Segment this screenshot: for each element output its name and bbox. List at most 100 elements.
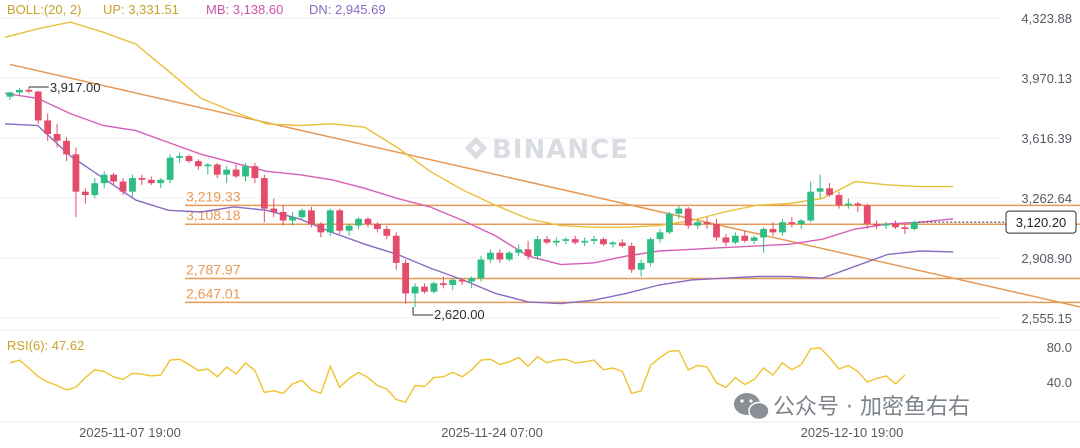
candle (844, 198, 852, 209)
x-tick-label: 2025-12-10 19:00 (801, 425, 904, 440)
candle (72, 147, 80, 218)
y-tick-label: 2,555.15 (1021, 311, 1072, 326)
candle-body (816, 188, 824, 192)
candle (779, 218, 786, 236)
candle-body (129, 178, 136, 192)
candle-body (289, 217, 296, 221)
candle (110, 173, 118, 185)
candle (63, 137, 70, 162)
candle (411, 283, 419, 308)
wechat-watermark: 公众号 · 加密鱼右右 (734, 393, 970, 421)
current-price-tag: 3,120.20 (1005, 210, 1077, 234)
candle-body (402, 262, 410, 294)
candle-body (270, 208, 278, 213)
candle-body (373, 223, 381, 229)
candle (628, 242, 636, 274)
candle-body (242, 166, 249, 177)
candle (609, 240, 617, 248)
candle-body (34, 91, 42, 121)
candle-body (468, 278, 475, 282)
candle-body (336, 210, 344, 231)
x-tick-label: 2025-11-24 07:00 (441, 425, 543, 440)
candle (910, 220, 918, 231)
candle-body (91, 183, 99, 196)
candle-body (741, 235, 749, 241)
candle-body (345, 225, 353, 231)
trend-line (9, 63, 1080, 308)
candle (637, 259, 645, 277)
candle-body (534, 239, 541, 257)
candle (788, 217, 796, 228)
support-resistance-levels: 3,219.33 3,108.18 2,787.97 2,647.01 (185, 188, 1080, 304)
level-label: 2,647.01 (186, 285, 241, 301)
wechat-account-name: 公众号 · 加密鱼右右 (773, 395, 970, 420)
candle (251, 162, 259, 184)
candle-body (835, 195, 843, 206)
candle-body (637, 262, 645, 270)
candle (666, 212, 673, 235)
candle-body (383, 228, 391, 236)
candle-body (63, 140, 70, 155)
binance-logo-icon (464, 136, 488, 160)
rsi-tick-label: 40.0 (1047, 375, 1072, 390)
candle-body (524, 249, 532, 257)
candle-body (326, 210, 334, 233)
candle-body (16, 89, 23, 93)
candle (373, 222, 381, 233)
candle (713, 218, 720, 241)
candle (458, 278, 466, 285)
candle (421, 283, 428, 294)
level-label: 2,787.97 (186, 262, 241, 278)
candle (618, 239, 626, 248)
candle-body (543, 239, 551, 243)
candle-body (731, 235, 739, 243)
candle (571, 235, 579, 245)
boll-label: BOLL:(20, 2) (7, 2, 81, 17)
candle (496, 249, 504, 263)
candle-body (308, 210, 315, 224)
candle-body (317, 223, 325, 233)
candle (543, 235, 551, 245)
candle-body (53, 133, 61, 141)
candle (439, 276, 447, 289)
candle-body (713, 223, 720, 238)
candle (468, 276, 475, 289)
candle-body (411, 286, 419, 294)
candle-body (873, 223, 881, 226)
rsi-tick-label: 80.0 (1047, 340, 1072, 355)
candle (336, 208, 344, 235)
candle-body (260, 178, 268, 209)
candle (213, 162, 221, 179)
candle-body (694, 222, 702, 226)
candle-body (477, 259, 485, 279)
candle-body (515, 249, 523, 253)
trend-line-segment (9, 63, 1080, 308)
candlesticks (6, 87, 918, 308)
price-annotations: 3,917.00 2,620.00 (28, 80, 1004, 322)
candle (91, 178, 99, 199)
candle-body (251, 166, 259, 179)
boll-dn-value: DN: 2,945.69 (309, 2, 386, 17)
candle-body (901, 227, 909, 229)
candle-body (600, 239, 607, 245)
candle-body (844, 203, 852, 206)
candle (308, 206, 315, 228)
candle-body (863, 205, 871, 224)
y-tick-label: 3,262.64 (1021, 191, 1072, 206)
candle-body (110, 174, 118, 182)
candle-body (138, 178, 146, 180)
candle (298, 208, 306, 219)
candle-body (458, 279, 466, 282)
candle (835, 191, 843, 209)
candle-body (910, 222, 918, 229)
y-tick-label: 2,908.90 (1021, 251, 1072, 266)
candle (873, 220, 881, 229)
candle-body (298, 210, 306, 218)
candle-body (496, 252, 504, 260)
candle (562, 237, 570, 245)
candle (807, 181, 815, 223)
candle (647, 237, 654, 267)
candle (204, 162, 212, 175)
candle-body (223, 169, 231, 175)
